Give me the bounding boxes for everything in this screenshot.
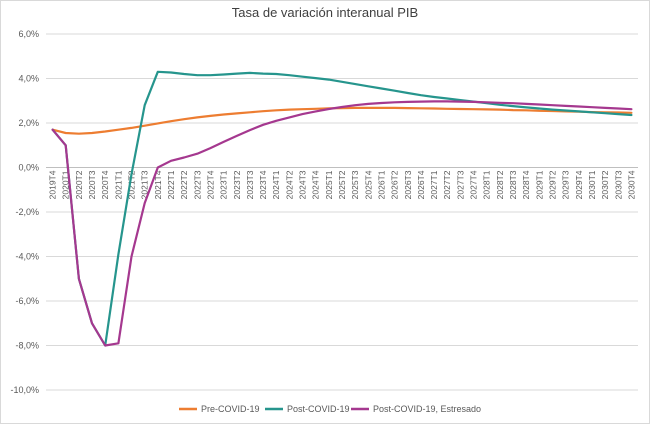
x-tick-label: 2028T2 (495, 170, 505, 199)
gridlines (46, 33, 638, 391)
x-tick-label: 2030T2 (600, 170, 610, 199)
x-tick-label: 2030T3 (613, 170, 623, 199)
chart-title: Tasa de variación interanual PIB (232, 5, 418, 20)
y-tick-label: -6,0% (15, 296, 39, 306)
x-tick-label: 2028T3 (508, 170, 518, 199)
x-tick-label: 2028T1 (482, 170, 492, 199)
series-line-3 (51, 100, 633, 347)
x-tick-label: 2029T1 (534, 170, 544, 199)
x-tick-label: 2023T1 (219, 170, 229, 199)
legend-label: Post-COVID-19 (287, 404, 350, 414)
x-tick-label: 2029T3 (561, 170, 571, 199)
x-axis-tick-labels: 2019T4 2020T1 2020T2 2020T3 2020T4 2021T1 2021… (48, 170, 637, 199)
x-tick-label: 2024T3 (298, 170, 308, 199)
x-tick-label: 2027T2 (442, 170, 452, 199)
x-tick-label: 2026T1 (376, 170, 386, 199)
x-tick-label: 2025T1 (324, 170, 334, 199)
y-tick-label: 4,0% (18, 74, 39, 84)
x-tick-label: 2021T1 (113, 170, 123, 199)
x-tick-label: 2022T3 (192, 170, 202, 199)
x-tick-label: 2023T2 (232, 170, 242, 199)
x-tick-label: 2026T2 (390, 170, 400, 199)
x-tick-label: 2024T1 (271, 170, 281, 199)
x-tick-label: 2023T4 (258, 170, 268, 199)
x-tick-label: 2025T2 (337, 170, 347, 199)
x-tick-label: 2029T2 (547, 170, 557, 199)
x-tick-label: 2019T4 (48, 170, 58, 199)
x-tick-label: 2025T3 (350, 170, 360, 199)
y-tick-label: 0,0% (18, 163, 39, 173)
x-tick-label: 2025T4 (363, 170, 373, 199)
x-tick-label: 2030T1 (587, 170, 597, 199)
x-tick-label: 2027T4 (469, 170, 479, 199)
legend: Pre-COVID-19 Post-COVID-19 Post-COVID-19, … (179, 404, 481, 414)
x-tick-label: 2026T3 (403, 170, 413, 199)
x-tick-label: 2021T4 (153, 170, 163, 199)
x-tick-label: 2020T2 (74, 170, 84, 199)
x-tick-label: 2021T3 (140, 170, 150, 199)
y-tick-label: -4,0% (15, 252, 39, 262)
x-tick-label: 2024T4 (311, 170, 321, 199)
y-tick-label: 2,0% (18, 118, 39, 128)
x-tick-label: 2028T4 (521, 170, 531, 199)
y-tick-label: -2,0% (15, 207, 39, 217)
x-tick-label: 2022T2 (179, 170, 189, 199)
x-tick-label: 2030T4 (626, 170, 636, 199)
x-tick-label: 2022T1 (166, 170, 176, 199)
series-lines (51, 70, 633, 347)
legend-label: Post-COVID-19, Estresado (373, 404, 481, 414)
y-axis-tick-labels: 6,0% 4,0% 2,0% 0,0% -2,0% -4,0% -6,0% -8,0% -10,… (10, 29, 39, 395)
y-tick-label: -10,0% (10, 385, 39, 395)
y-tick-label: -8,0% (15, 341, 39, 351)
x-tick-label: 2020T3 (87, 170, 97, 199)
y-tick-label: 6,0% (18, 29, 39, 39)
x-tick-label: 2022T4 (205, 170, 215, 199)
x-tick-label: 2027T3 (455, 170, 465, 199)
x-tick-label: 2020T4 (100, 170, 110, 199)
legend-label: Pre-COVID-19 (201, 404, 260, 414)
x-tick-label: 2024T2 (284, 170, 294, 199)
x-tick-label: 2029T4 (574, 170, 584, 199)
x-tick-label: 2027T1 (429, 170, 439, 199)
x-tick-label: 2023T3 (245, 170, 255, 199)
x-tick-label: 2021T2 (127, 170, 137, 199)
x-tick-label: 2026T4 (416, 170, 426, 199)
x-tick-label: 2020T1 (61, 170, 71, 199)
series-line-2 (51, 70, 633, 347)
